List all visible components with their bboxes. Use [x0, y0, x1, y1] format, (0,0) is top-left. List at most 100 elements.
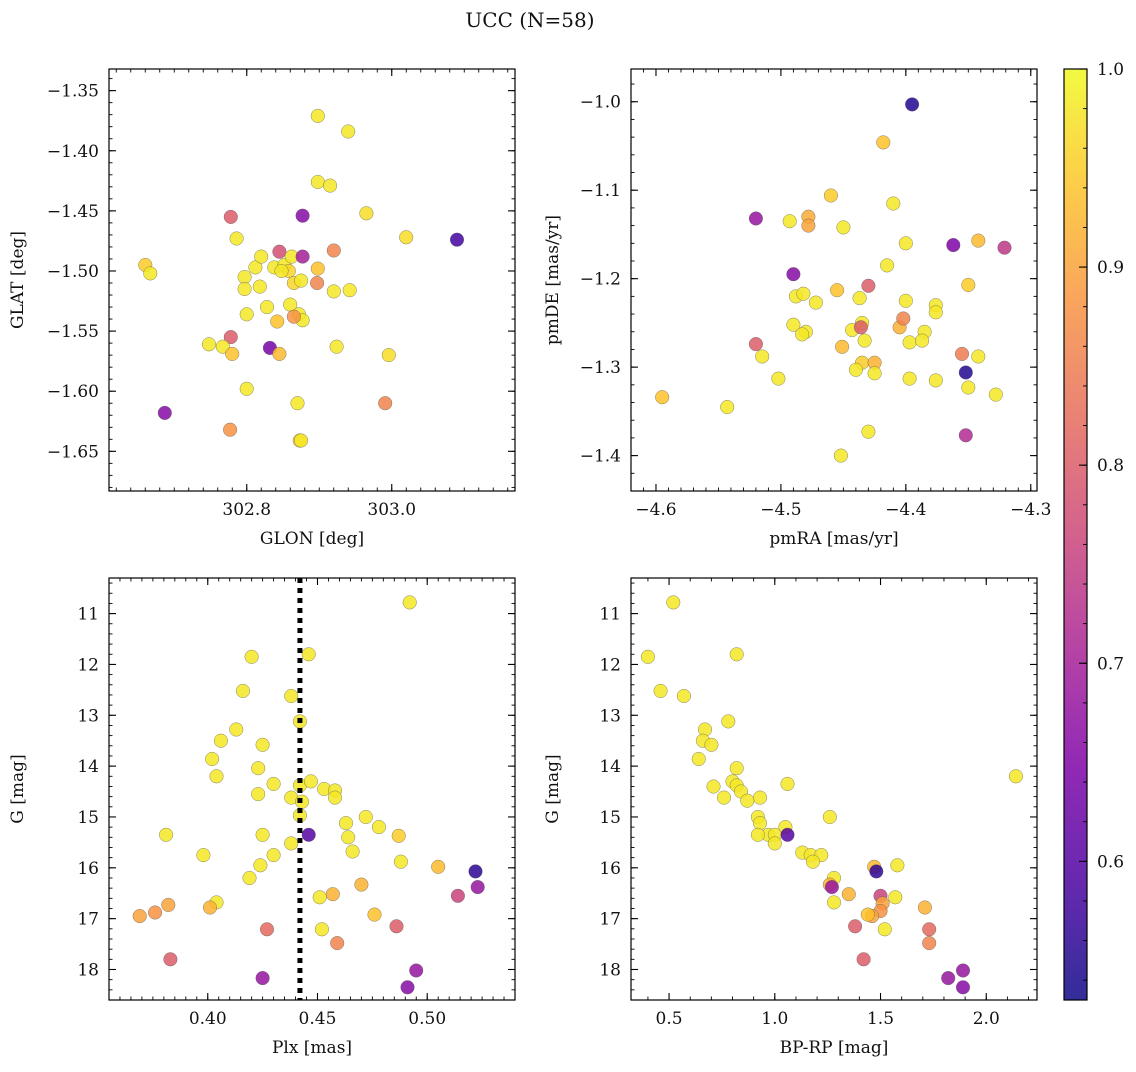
scatter-point [861, 424, 876, 439]
scatter-point [958, 365, 973, 380]
scatter-point [767, 836, 782, 851]
y-tick-label: −1.1 [580, 181, 621, 201]
scatter-point [704, 737, 719, 752]
scatter-point [295, 249, 310, 264]
scatter-point [359, 206, 374, 221]
y-tick-label: 14 [77, 757, 99, 777]
y-tick-label: 15 [599, 808, 621, 828]
panel-glon-glat: 302.8 303.0 −1.35 −1.40 −1.45 −1.50 −1.55 −1.60… [8, 68, 516, 549]
y-tick-label: 17 [77, 910, 99, 930]
x-tick-label: 303.0 [367, 500, 416, 520]
scatter-point [202, 900, 218, 915]
scatter-point [470, 880, 485, 895]
scatter-point [161, 897, 176, 912]
scatter-point [640, 649, 655, 664]
scatter-point [653, 683, 668, 698]
y-axis-label: G [mag] [8, 754, 28, 823]
scatter-point [880, 258, 895, 273]
scatter-point [888, 890, 903, 905]
y-axis-label: pmDE [mas/yr] [543, 215, 563, 345]
y-axis-label: G [mag] [543, 754, 563, 823]
colorbar-gradient [1063, 68, 1088, 1001]
y-tick-label: 18 [77, 960, 99, 980]
scatter-point [706, 779, 721, 794]
scatter-point [823, 188, 838, 203]
axes-frame [630, 577, 1038, 1001]
y-tick-label: 14 [599, 757, 621, 777]
scatter-point [326, 243, 341, 258]
panel-pmra-pmde: −4.6 −4.5 −4.4 −4.3 −1.0 −1.1 −1.2 −1.3 −1.4 pmRA… [543, 68, 1051, 549]
colorbar: 0.6 0.7 0.8 0.9 1.0 [1063, 60, 1124, 1001]
scatter-point [835, 339, 850, 354]
scatter-point [310, 275, 325, 291]
scatter-points [138, 108, 465, 448]
scatter-point [961, 277, 976, 292]
colorbar-tick-label: 0.7 [1097, 654, 1124, 674]
colorbar-tick-label: 0.6 [1097, 852, 1124, 872]
scatter-point [721, 714, 736, 729]
scatter-point [922, 922, 937, 937]
scatter-point [729, 761, 744, 776]
scatter-point [860, 907, 875, 922]
scatter-point [310, 174, 325, 190]
scatter-point [252, 279, 267, 294]
y-tick-label: −1.65 [47, 442, 99, 462]
scatter-point [988, 387, 1003, 402]
scatter-point [223, 209, 238, 224]
y-tick-label: 16 [599, 859, 621, 879]
scatter-point [720, 399, 735, 415]
scatter-point [157, 405, 172, 420]
scatter-point [856, 952, 871, 967]
scatter-point [338, 816, 354, 831]
scatter-point [824, 880, 839, 895]
scatter-point [450, 888, 465, 903]
scatter-point [822, 809, 837, 825]
x-axis-label: pmRA [mas/yr] [769, 529, 898, 549]
scatter-point [314, 922, 329, 937]
scatter-point [941, 971, 956, 986]
x-tick-label: −4.4 [885, 500, 926, 520]
scatter-point [286, 309, 301, 324]
scatter-point [239, 381, 254, 396]
scatter-point [215, 339, 230, 354]
scatter-points [132, 595, 485, 995]
scatter-point [325, 887, 340, 902]
y-tick-label: −1.55 [47, 322, 99, 342]
scatter-point [223, 422, 238, 437]
scatter-point [729, 647, 744, 662]
scatter-point [310, 108, 325, 123]
colorbar-tick-label: 0.9 [1097, 258, 1124, 278]
x-tick-label: 1.5 [867, 1009, 894, 1029]
scatter-point [852, 291, 867, 306]
scatter-point [748, 211, 763, 226]
scatter-point [143, 266, 158, 281]
scatter-point [830, 283, 845, 298]
y-tick-label: −1.4 [580, 447, 621, 467]
scatter-point [928, 373, 943, 388]
y-tick-label: −1.45 [47, 202, 99, 222]
scatter-point [330, 936, 345, 951]
y-tick-label: −1.35 [47, 82, 99, 102]
scatter-point [954, 346, 970, 361]
x-axis-label: BP-RP [mag] [780, 1038, 889, 1058]
scatter-point [310, 261, 325, 276]
scatter-point [786, 267, 801, 282]
scatter-point [272, 244, 287, 259]
scatter-point [223, 330, 238, 345]
y-tick-label: 17 [599, 910, 621, 930]
scatter-point [402, 595, 417, 610]
scatter-point [244, 649, 259, 664]
x-tick-label: 2.0 [973, 1009, 1000, 1029]
scatter-point [902, 335, 917, 350]
scatter-point [354, 877, 369, 892]
scatter-point [326, 284, 341, 299]
scatter-point [740, 793, 755, 808]
y-tick-label: −1.60 [47, 382, 99, 402]
scatter-point [905, 97, 920, 112]
y-tick-label: −1.50 [47, 262, 99, 282]
scatter-point [755, 349, 770, 364]
scatter-point [255, 971, 270, 986]
y-tick-label: −1.40 [47, 142, 99, 162]
scatter-point [841, 887, 856, 902]
scatter-point [1008, 769, 1023, 784]
